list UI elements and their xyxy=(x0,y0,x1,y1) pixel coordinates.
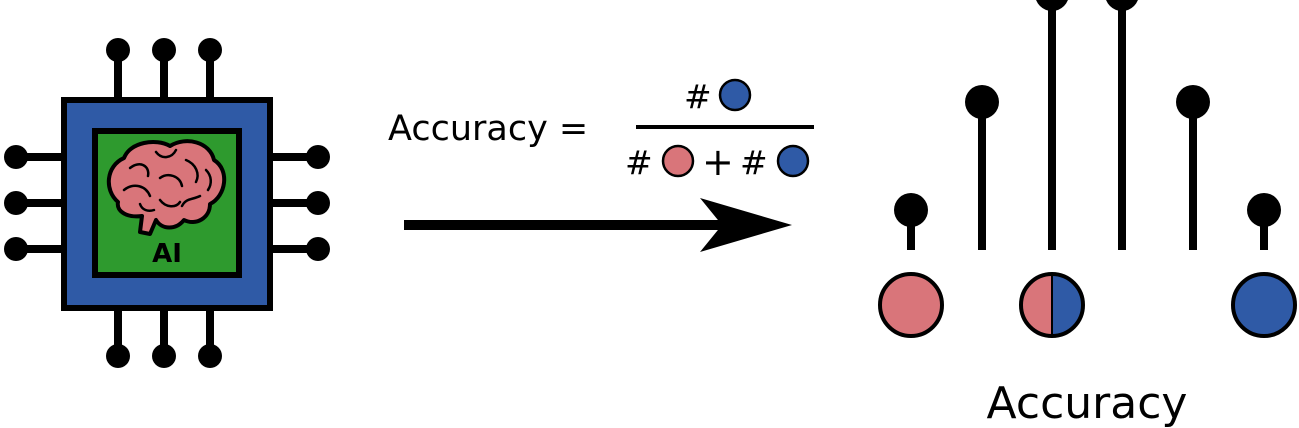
pin-head xyxy=(4,145,28,169)
pin-head xyxy=(106,344,130,368)
stem-head xyxy=(1036,0,1068,11)
pin-head xyxy=(152,344,176,368)
pin-head xyxy=(198,344,222,368)
pin-head xyxy=(152,38,176,62)
chip-label: AI xyxy=(152,239,182,269)
formula-lhs: Accuracy = xyxy=(388,109,588,149)
stem-head xyxy=(1176,85,1210,119)
pin-head xyxy=(306,145,330,169)
denominator-red-marker xyxy=(661,144,695,178)
stem-head xyxy=(894,193,928,227)
numerator-hash: # xyxy=(684,77,712,116)
pin-head xyxy=(306,237,330,261)
denominator-blue-marker xyxy=(776,144,810,178)
brain-icon xyxy=(107,139,226,236)
pin-head xyxy=(106,38,130,62)
numerator-blue-marker xyxy=(718,78,752,112)
pin-head xyxy=(4,237,28,261)
denominator-plus: + xyxy=(702,140,734,184)
accuracy-stem-chart xyxy=(878,0,1297,338)
stem-head xyxy=(1247,193,1281,227)
pin-head xyxy=(306,191,330,215)
ai-chip: AI xyxy=(4,38,330,368)
denominator-hash-2: # xyxy=(740,143,768,182)
pin-head xyxy=(4,191,28,215)
pin-head xyxy=(198,38,222,62)
blue-class-marker xyxy=(1231,272,1297,338)
half-marker-red xyxy=(1021,274,1052,336)
denominator-hash-1: # xyxy=(625,143,653,182)
stem-head xyxy=(965,85,999,119)
right-arrow-icon xyxy=(404,198,792,252)
chart-xlabel: Accuracy xyxy=(987,378,1188,428)
stem-head xyxy=(1106,0,1138,11)
half-marker-blue xyxy=(1052,274,1083,336)
red-class-marker xyxy=(878,272,944,338)
accuracy-formula: Accuracy = # # + # xyxy=(388,77,814,184)
half-marker-outline xyxy=(1019,272,1085,338)
